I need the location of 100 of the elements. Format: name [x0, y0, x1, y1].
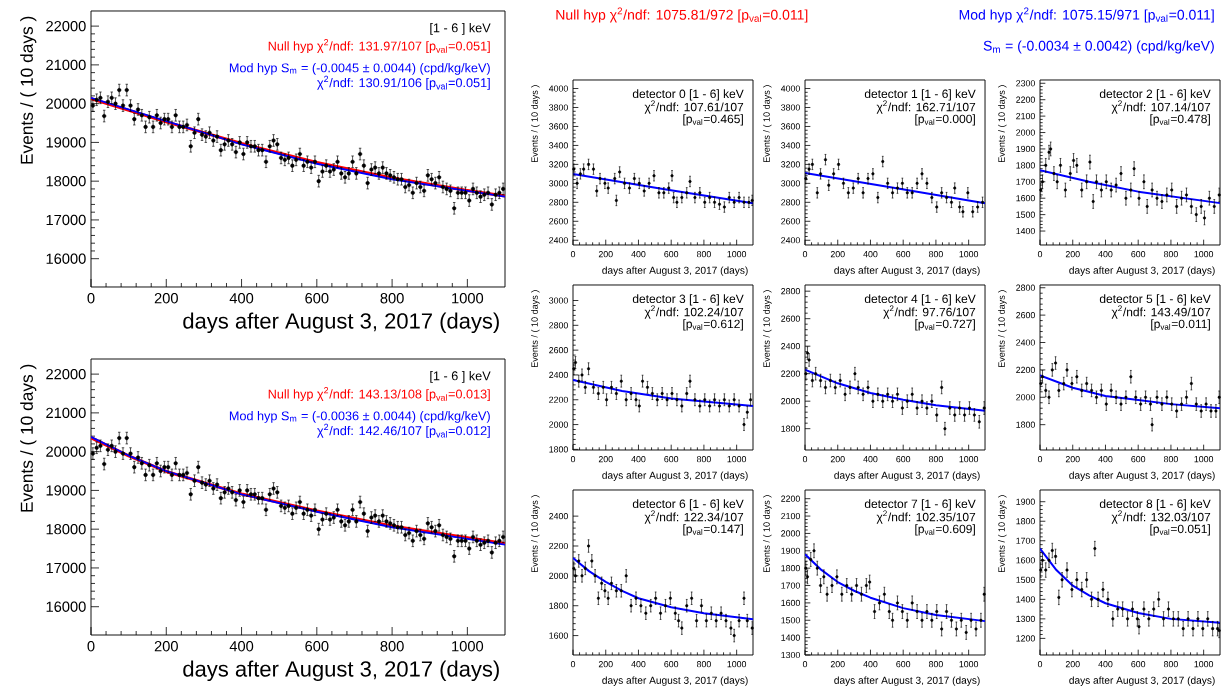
point — [846, 191, 850, 195]
x-axis-title: days after August 3, 2017 (days) — [183, 312, 499, 334]
point — [685, 392, 689, 396]
point — [873, 610, 877, 614]
point — [1202, 216, 1207, 220]
y-tick-label: 2600 — [1016, 312, 1035, 319]
y-tick-label: 3000 — [549, 297, 568, 304]
line-series — [573, 556, 754, 621]
point — [577, 559, 581, 563]
point — [935, 413, 939, 417]
y-tick-label: 2200 — [1016, 96, 1035, 103]
point — [1124, 395, 1128, 399]
point — [704, 619, 708, 623]
x-tick-label: 200 — [830, 456, 845, 463]
x-tick-label: 600 — [896, 251, 911, 258]
point — [886, 392, 890, 396]
point — [698, 191, 702, 195]
point — [745, 619, 749, 623]
point — [598, 177, 602, 181]
y-tick-label: 2400 — [549, 237, 568, 244]
y-tick-label: 2400 — [781, 343, 800, 350]
point — [673, 611, 677, 615]
y-axis-title: Events / ( 10 days ) — [763, 290, 772, 368]
point — [1137, 196, 1141, 200]
point — [895, 601, 900, 605]
x-tick-label: 0 — [1037, 661, 1043, 668]
point — [935, 205, 939, 209]
point — [959, 618, 963, 622]
point — [1147, 617, 1151, 621]
annotation: χ$^{2}$/ndf: 130.91/106 [p$_{val}$=0.051] — [317, 75, 490, 90]
point — [699, 604, 703, 608]
x-tick-label: 800 — [1163, 456, 1178, 463]
point — [823, 385, 827, 389]
annotation: detector 5 [1 - 6] keV — [1099, 294, 1211, 306]
x-tick-label: 600 — [896, 456, 911, 463]
y-tick-label: 4000 — [780, 85, 800, 92]
point — [859, 592, 864, 596]
point — [1070, 382, 1074, 386]
y-tick-label: 4000 — [548, 85, 568, 92]
point — [814, 372, 818, 376]
point — [708, 404, 712, 408]
point — [660, 392, 664, 396]
point — [819, 379, 823, 383]
y-tick-label: 2600 — [781, 315, 800, 322]
point — [695, 619, 699, 623]
point — [853, 372, 857, 376]
point — [634, 596, 638, 600]
line-series — [1040, 547, 1221, 624]
point — [1148, 402, 1153, 406]
x-tick-label: 600 — [1131, 251, 1146, 258]
y-axis-title: Events / ( 10 days ) — [20, 16, 37, 164]
annotation: detector 0 [1 - 6] keV — [632, 89, 744, 101]
y-tick-label: 22000 — [46, 20, 86, 32]
x-tick-label: 400 — [1098, 251, 1113, 258]
point — [652, 174, 656, 178]
annotation: Null hyp χ$^{2}$/ndf: 143.13/108 [p$_{val}$=0.013] — [268, 387, 490, 402]
point — [1211, 627, 1215, 631]
point — [587, 367, 591, 371]
point — [698, 404, 702, 408]
y-tick-label: 20000 — [46, 98, 86, 109]
point — [634, 398, 638, 402]
point — [930, 399, 934, 403]
point — [825, 592, 829, 596]
y-tick-label: 3400 — [781, 142, 800, 149]
point — [925, 181, 929, 185]
x-tick-label: 800 — [696, 661, 711, 668]
y-tick-label: 2400 — [1016, 339, 1035, 346]
y-tick-label: 18000 — [46, 175, 86, 187]
x-axis-title: days after August 3, 2017 (days) — [602, 266, 748, 276]
y-tick-label: 2800 — [781, 288, 800, 295]
x-tick-label: 600 — [1131, 661, 1146, 668]
point — [1040, 558, 1045, 562]
y-tick-label: 2800 — [549, 322, 568, 329]
annotation: Mod hyp S$_{m}$ = (-0.0045 ± 0.0044) (cpd/kg/keV) — [229, 63, 490, 75]
point — [856, 385, 860, 389]
point — [1209, 409, 1213, 413]
point — [645, 385, 649, 389]
point — [1206, 617, 1210, 621]
y-tick-label: 1600 — [781, 599, 800, 607]
point — [920, 399, 924, 403]
point — [1181, 627, 1185, 631]
x-tick-label: 400 — [1098, 661, 1113, 668]
point — [1150, 423, 1154, 427]
point — [1139, 402, 1143, 406]
point — [961, 210, 965, 214]
point — [1044, 568, 1048, 572]
point — [1093, 547, 1097, 551]
point — [580, 574, 584, 578]
point — [877, 601, 882, 605]
annotation: [p$_{val}$=0.609] — [915, 524, 975, 536]
text: Mod hyp χ$^{2}$/ndf: 1075.15/971 [p$_{val}$=0.011] — [959, 7, 1214, 23]
y-tick-label: 1500 — [1016, 211, 1035, 218]
point — [641, 379, 645, 383]
point — [693, 196, 697, 200]
point — [895, 392, 900, 396]
point — [1150, 188, 1154, 192]
x-tick-label: 800 — [928, 251, 943, 258]
y-tick-label: 1800 — [549, 602, 568, 609]
point — [953, 413, 957, 417]
x-tick-label: 200 — [154, 641, 178, 652]
